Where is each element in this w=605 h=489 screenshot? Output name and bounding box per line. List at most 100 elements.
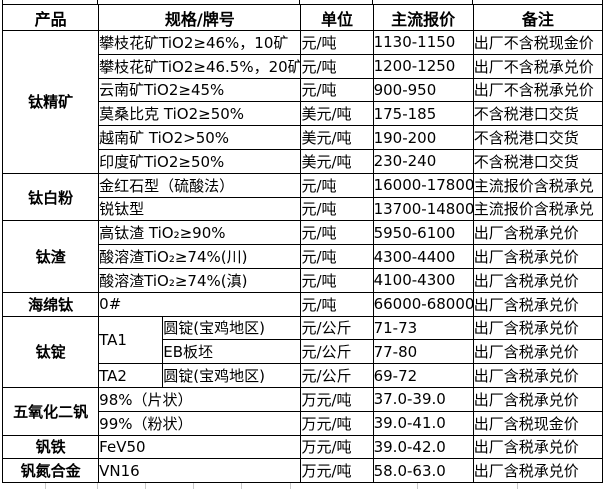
table-row: 99%（粉状） 万元/吨 39.0-41.0 出厂含税现金价 — [3, 410, 604, 436]
unit-cell: 元/吨 — [300, 30, 374, 55]
spec-cell: VN16 — [98, 458, 302, 484]
note-cell: 出厂含税承兑价 — [472, 386, 604, 412]
note-cell: 不含税港口交货 — [472, 101, 604, 127]
product-cell: 钛锭 — [1, 315, 100, 388]
header-spec: 规格/牌号 — [98, 4, 302, 31]
table-row: 莫桑比克 TiO2≥50% 美元/吨 175-185 不含税港口交货 — [3, 101, 604, 127]
note-cell: 主流报价含税承兑 — [472, 172, 604, 198]
price-cell: 16000-17800 — [372, 172, 474, 198]
note-cell: 出厂含税承兑价 — [472, 220, 604, 246]
unit-cell: 万元/吨 — [300, 386, 374, 412]
spec-cell: 攀枝花矿TiO2≥46.5%，20矿 — [98, 53, 302, 79]
price-cell: 1200-1250 — [372, 53, 474, 79]
spec-cell: FeV50 — [98, 434, 302, 460]
table-row: 酸溶渣TiO₂≥74%(川) 元/吨 4300-4400 出厂含税承兑价 — [3, 244, 604, 269]
unit-cell: 元/吨 — [300, 77, 374, 103]
faint-gridline-stub — [417, 483, 418, 489]
price-cell: 39.0-42.0 — [372, 434, 474, 460]
faint-gridline-stub — [193, 483, 194, 489]
unit-cell: 美元/吨 — [300, 125, 374, 150]
spec-cell: 金红石型（硫酸法） — [98, 172, 302, 198]
unit-cell: 元/吨 — [300, 244, 374, 269]
table-row: 海绵钛 0# 元/吨 66000-68000 出厂含税承兑价 — [1, 291, 604, 317]
table-row: 钛精矿 攀枝花矿TiO2≥46%，10矿 元/吨 1130-1150 出厂不含税现金价 — [1, 30, 604, 174]
note-cell: 出厂含税承兑价 — [472, 458, 604, 484]
table-row: EB板坯 元/公斤 77-80 出厂含税承兑价 — [3, 339, 604, 365]
note-cell: 出厂含税现金价 — [472, 410, 604, 436]
gridline-stub — [602, 0, 603, 4]
price-cell: 4300-4400 — [372, 244, 474, 269]
price-cell: 37.0-39.0 — [372, 386, 474, 412]
grade-cell: TA1 — [98, 315, 164, 365]
unit-cell: 美元/吨 — [300, 101, 374, 127]
unit-cell: 元/吨 — [300, 220, 374, 246]
table-row: 锐钛型 元/吨 13700-14800 主流报价含税承兑 — [3, 196, 604, 222]
spec-cell: 0# — [98, 291, 302, 317]
product-cell: 海绵钛 — [1, 291, 100, 317]
header-note: 备注 — [472, 4, 604, 31]
note-cell: 出厂不含税承兑价 — [472, 53, 604, 79]
spec-cell: 酸溶渣TiO₂≥74%(滇) — [98, 267, 302, 293]
metal-price-table: 产品 规格/牌号 单位 主流报价 备注 钛精矿 攀枝花矿TiO2≥46%，10矿元… — [1, 4, 604, 484]
product-cell: 钒铁 — [1, 434, 100, 460]
price-cell: 58.0-63.0 — [372, 458, 474, 484]
spec-cell: 攀枝花矿TiO2≥46%，10矿 — [98, 30, 302, 55]
table-body: 钛精矿 攀枝花矿TiO2≥46%，10矿 元/吨 1130-1150 出厂不含税现金价攀… — [1, 30, 604, 484]
spec-cell: 印度矿TiO2≥50% — [98, 148, 302, 174]
unit-cell: 万元/吨 — [300, 434, 374, 460]
price-cell: 69-72 — [372, 363, 474, 388]
price-cell: 71-73 — [372, 315, 474, 341]
table-row: 五氧化二钒 98%（片状） 万元/吨 37.0-39.0 出厂含税承兑价 — [1, 386, 604, 436]
spec-cell: 99%（粉状） — [98, 410, 302, 436]
product-cell: 钛渣 — [1, 220, 100, 293]
unit-cell: 元/吨 — [300, 196, 374, 222]
header-row: 产品 规格/牌号 单位 主流报价 备注 — [1, 4, 604, 31]
table-row: 越南矿 TiO2>50% 美元/吨 190-200 不含税港口交货 — [3, 125, 604, 150]
product-cell: 钒氮合金 — [1, 458, 100, 484]
faint-gridline-stub — [241, 483, 242, 489]
table-row: 钒氮合金 VN16 万元/吨 58.0-63.0 出厂含税承兑价 — [1, 458, 604, 484]
table-row: 钒铁 FeV50 万元/吨 39.0-42.0 出厂含税承兑价 — [1, 434, 604, 460]
unit-cell: 万元/吨 — [300, 458, 374, 484]
price-cell: 77-80 — [372, 339, 474, 365]
price-cell: 4100-4300 — [372, 267, 474, 293]
product-cell: 五氧化二钒 — [1, 386, 100, 436]
unit-cell: 元/公斤 — [300, 339, 374, 365]
faint-gridline-stub — [145, 483, 146, 489]
header-product: 产品 — [1, 4, 100, 31]
table-row: 钛锭 TA1 圆锭(宝鸡地区) 元/公斤 71-73 出厂含税承兑价 — [1, 315, 604, 388]
table-row: 钛渣 高钛渣 TiO₂≥90% 元/吨 5950-6100 出厂含税承兑价 — [1, 220, 604, 293]
spec-cell: 高钛渣 TiO₂≥90% — [98, 220, 302, 246]
price-cell: 13700-14800 — [372, 196, 474, 222]
unit-cell: 元/吨 — [300, 291, 374, 317]
price-cell: 66000-68000 — [372, 291, 474, 317]
note-cell: 主流报价含税承兑 — [472, 196, 604, 222]
note-cell: 出厂含税承兑价 — [472, 267, 604, 293]
note-cell: 出厂含税承兑价 — [472, 291, 604, 317]
note-cell: 出厂不含税承兑价 — [472, 77, 604, 103]
spec-cell: 莫桑比克 TiO2≥50% — [98, 101, 302, 127]
price-cell: 900-950 — [372, 77, 474, 103]
gridline-stub — [472, 0, 473, 4]
note-cell: 出厂含税承兑价 — [472, 339, 604, 365]
table-row: 印度矿TiO2≥50% 美元/吨 230-240 不含税港口交货 — [3, 148, 604, 174]
note-cell: 不含税港口交货 — [472, 125, 604, 150]
table-header: 产品 规格/牌号 单位 主流报价 备注 — [1, 4, 604, 31]
note-cell: 出厂含税承兑价 — [472, 363, 604, 388]
form-cell: 圆锭(宝鸡地区) — [162, 363, 302, 388]
grade-cell: TA2 — [98, 363, 164, 388]
faint-gridline-stub — [290, 483, 291, 489]
note-cell: 出厂含税承兑价 — [472, 434, 604, 460]
spec-cell: 云南矿TiO2≥45% — [98, 77, 302, 103]
gridline-stub — [97, 0, 98, 4]
faint-gridline-stub — [517, 483, 518, 489]
header-price: 主流报价 — [372, 4, 474, 31]
header-unit: 单位 — [300, 4, 374, 31]
unit-cell: 元/公斤 — [300, 315, 374, 341]
note-cell: 出厂不含税现金价 — [472, 30, 604, 55]
table-row: TA2 圆锭(宝鸡地区) 元/公斤 69-72 出厂含税承兑价 — [3, 363, 604, 388]
form-cell: 圆锭(宝鸡地区) — [162, 315, 302, 341]
note-cell: 不含税港口交货 — [472, 148, 604, 174]
price-cell: 5950-6100 — [372, 220, 474, 246]
